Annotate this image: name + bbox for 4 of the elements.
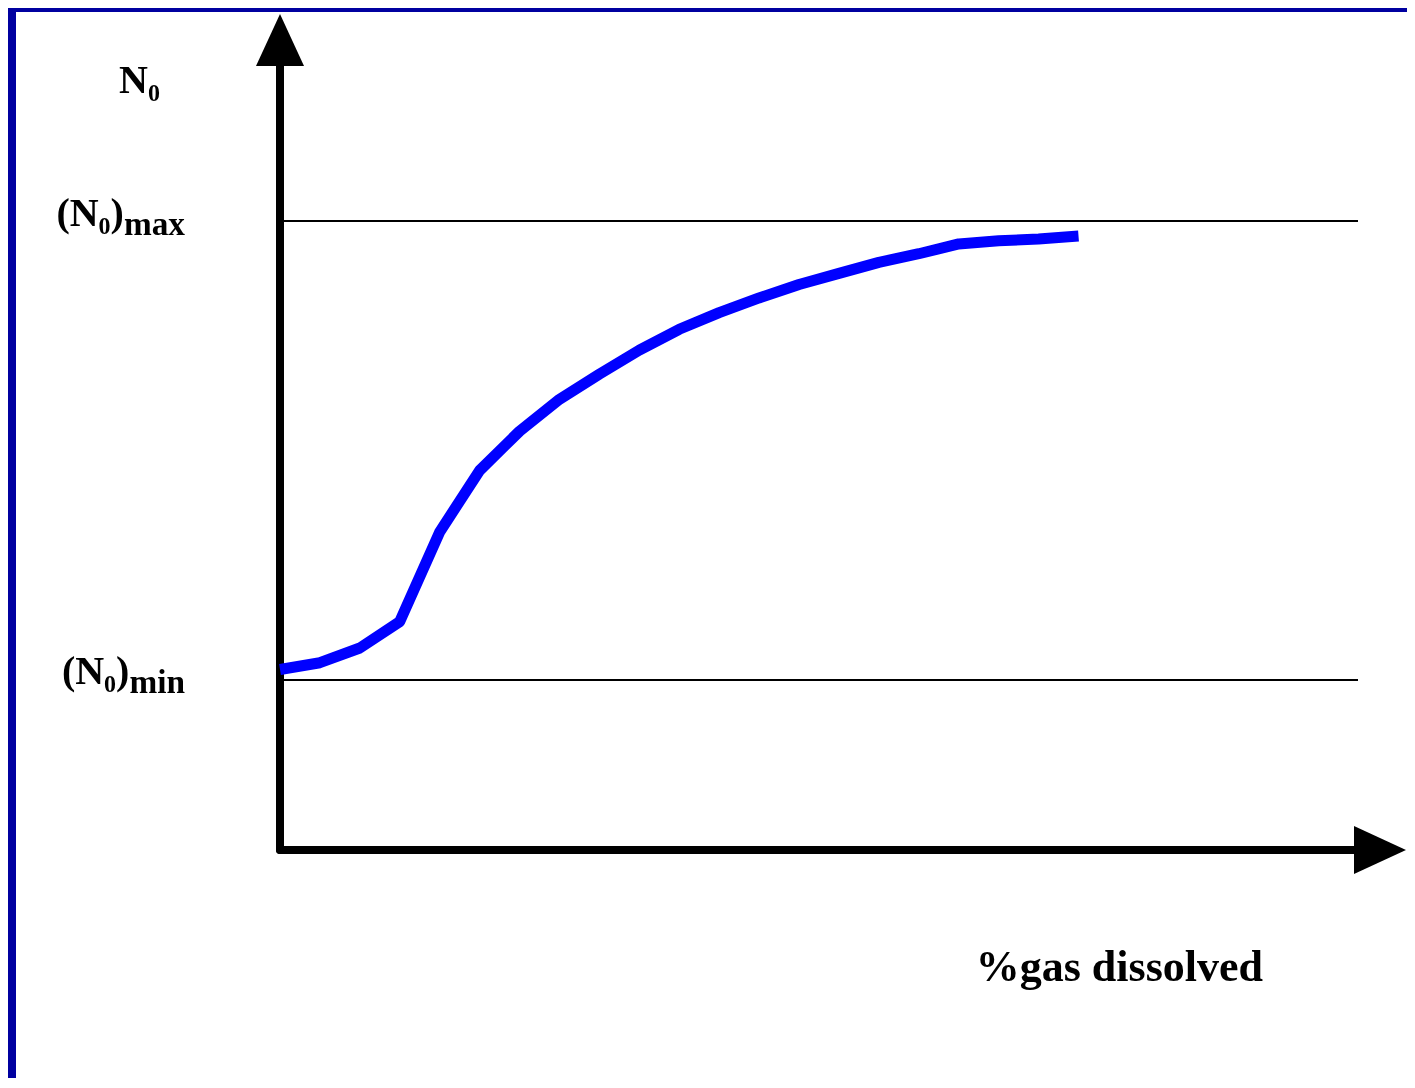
x-axis-title: %gas dissolved [975,941,1263,991]
ref-line-label: (N₀)$_{max}$ [56,188,185,243]
ref-line-label: (N₀)$_{min}$ [61,646,185,701]
y-axis-title: N₀ [119,56,160,102]
